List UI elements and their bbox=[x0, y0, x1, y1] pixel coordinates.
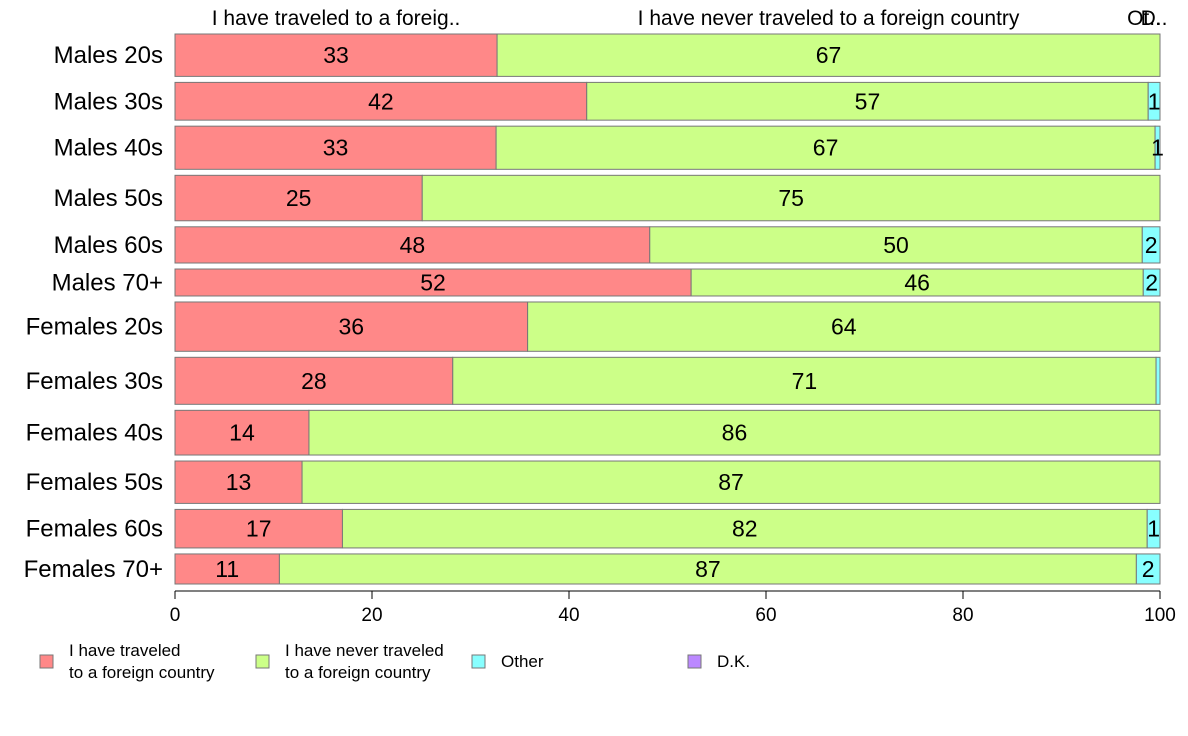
category-label: Females 50s bbox=[26, 469, 163, 496]
data-label: 50 bbox=[883, 232, 909, 258]
bar-segment bbox=[174, 508, 343, 549]
bar-segment bbox=[1154, 125, 1161, 170]
data-label: 87 bbox=[695, 556, 721, 582]
bar-segment bbox=[301, 460, 1161, 504]
data-label: 1 bbox=[1147, 516, 1160, 542]
bar-segment bbox=[1155, 356, 1161, 405]
bar-segment bbox=[452, 356, 1157, 405]
bar-segment bbox=[1142, 268, 1161, 297]
data-label: 67 bbox=[813, 135, 839, 161]
data-label: 25 bbox=[286, 185, 312, 211]
data-label: 33 bbox=[323, 135, 349, 161]
bar-segment bbox=[527, 301, 1161, 352]
data-label: 28 bbox=[301, 368, 327, 394]
bar-segment bbox=[174, 174, 423, 222]
data-label: 82 bbox=[732, 516, 758, 542]
x-tick-label: 60 bbox=[755, 605, 776, 626]
category-label: Males 30s bbox=[54, 88, 163, 115]
data-label: 75 bbox=[778, 185, 804, 211]
data-label: 46 bbox=[904, 269, 930, 295]
data-label: 57 bbox=[855, 88, 881, 114]
bar-segment bbox=[174, 409, 310, 456]
bar-segment bbox=[496, 33, 1161, 77]
legend-swatch bbox=[471, 654, 486, 669]
data-label: 48 bbox=[400, 232, 426, 258]
x-tick-label: 40 bbox=[558, 605, 579, 626]
bar-segment bbox=[341, 508, 1148, 549]
bar-segment bbox=[1146, 508, 1161, 549]
bar-segment bbox=[174, 268, 692, 297]
bar-segment bbox=[174, 125, 497, 170]
data-label: 1 bbox=[1148, 88, 1161, 114]
category-label: Females 40s bbox=[26, 420, 163, 447]
category-label: Females 30s bbox=[26, 368, 163, 395]
category-label: Females 20s bbox=[26, 314, 163, 341]
data-label: 17 bbox=[246, 516, 272, 542]
column-header-2: Ot.. bbox=[1127, 7, 1161, 30]
category-label: Females 70+ bbox=[24, 556, 163, 583]
category-label: Males 50s bbox=[54, 185, 163, 212]
legend-label: I have never traveled bbox=[285, 641, 444, 660]
data-label: 2 bbox=[1145, 269, 1158, 295]
legend-label: D.K. bbox=[717, 652, 750, 671]
column-header-0: I have traveled to a foreig.. bbox=[212, 7, 461, 30]
bar-segment bbox=[174, 553, 280, 585]
bar-segment bbox=[495, 125, 1156, 170]
bar-segment bbox=[421, 174, 1161, 222]
bar-segment bbox=[278, 553, 1137, 585]
bar-segment bbox=[308, 409, 1161, 456]
data-label: 71 bbox=[792, 368, 818, 394]
bar-segment bbox=[1135, 553, 1161, 585]
legend-label: Other bbox=[501, 652, 544, 671]
category-label: Males 40s bbox=[54, 135, 163, 162]
data-label: 52 bbox=[420, 269, 446, 295]
bar-segment bbox=[1141, 226, 1161, 264]
bar-segment bbox=[1147, 81, 1161, 121]
data-label: 87 bbox=[718, 469, 744, 495]
x-tick-label: 100 bbox=[1144, 605, 1176, 626]
data-label: 14 bbox=[229, 420, 255, 446]
x-tick-label: 20 bbox=[361, 605, 382, 626]
data-label: 42 bbox=[368, 88, 394, 114]
legend-label: I have traveled bbox=[69, 641, 181, 660]
legend-swatch bbox=[255, 654, 270, 669]
data-label: 2 bbox=[1145, 232, 1158, 258]
x-tick-label: 80 bbox=[952, 605, 973, 626]
column-header-3: D.. bbox=[1141, 7, 1168, 30]
data-label: 86 bbox=[722, 420, 748, 446]
data-label: 67 bbox=[816, 42, 842, 68]
legend-swatch bbox=[39, 654, 54, 669]
x-tick-label: 0 bbox=[170, 605, 181, 626]
category-label: Males 20s bbox=[54, 42, 163, 69]
bar-segment bbox=[174, 356, 454, 405]
data-label: 11 bbox=[215, 556, 239, 582]
bar-segment bbox=[174, 226, 651, 264]
legend-label: to a foreign country bbox=[69, 663, 215, 682]
category-label: Males 70+ bbox=[52, 269, 163, 296]
bar-segment bbox=[174, 301, 529, 352]
category-label: Females 60s bbox=[26, 516, 163, 543]
bar-segment bbox=[174, 460, 303, 504]
legend-label: to a foreign country bbox=[285, 663, 431, 682]
data-label: 64 bbox=[831, 314, 857, 340]
data-label: 36 bbox=[339, 314, 365, 340]
bar-segment bbox=[690, 268, 1144, 297]
data-label: 13 bbox=[226, 469, 252, 495]
data-label: 33 bbox=[323, 42, 349, 68]
data-label: 1 bbox=[1151, 135, 1164, 161]
legend-swatch bbox=[687, 654, 702, 669]
data-label: 2 bbox=[1142, 556, 1155, 582]
column-header-1: I have never traveled to a foreign count… bbox=[638, 7, 1020, 30]
category-label: Males 60s bbox=[54, 232, 163, 259]
